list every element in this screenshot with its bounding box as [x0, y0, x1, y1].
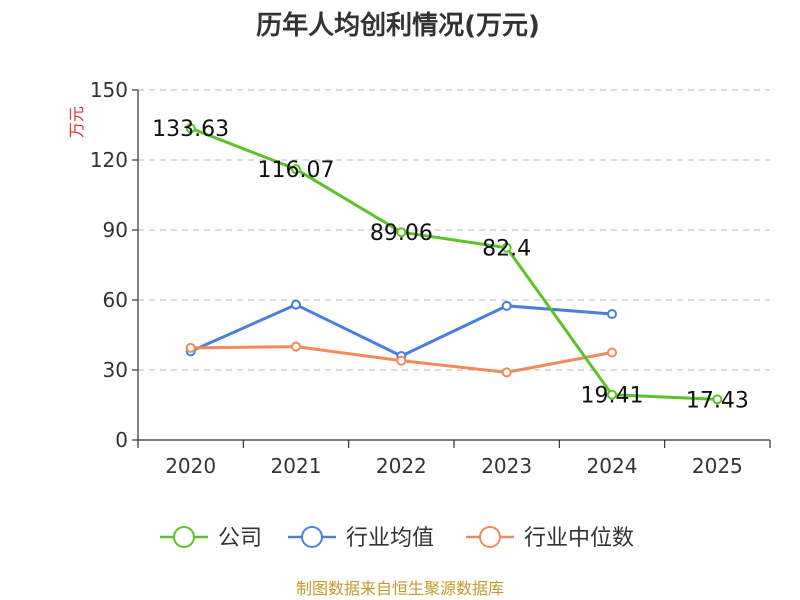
- data-label: 82.4: [482, 237, 531, 262]
- y-axis-label: 万元: [67, 106, 86, 138]
- data-point: [396, 355, 407, 366]
- x-tick-label: 2021: [271, 454, 322, 478]
- legend-label: 公司: [218, 526, 262, 551]
- data-point: [185, 123, 196, 134]
- series-layer: [185, 123, 723, 405]
- y-tick-label: 120: [90, 148, 128, 172]
- legend-label: 行业均值: [346, 526, 434, 551]
- legend-marker: [301, 526, 323, 548]
- y-tick-label: 150: [90, 78, 128, 102]
- y-tick-label: 0: [115, 428, 128, 452]
- series-line-0: [190, 126, 718, 401]
- x-tick-label: 2022: [376, 454, 427, 478]
- legend-marker: [173, 526, 195, 548]
- y-tick-label: 90: [103, 218, 128, 242]
- data-point: [291, 341, 301, 352]
- legend-marker: [479, 526, 501, 548]
- data-point: [396, 227, 407, 238]
- data-point: [607, 309, 617, 319]
- data-point: [607, 347, 617, 358]
- x-tick-label: 2023: [481, 454, 532, 478]
- chart-title: 历年人均创利情况(万元): [256, 10, 540, 41]
- data-point: [291, 299, 301, 310]
- axes: 0 30 60 90 120 150 2020 2021 2022 2023 2024 2025: [90, 78, 771, 478]
- data-point: [607, 389, 617, 400]
- data-label: 17.43: [686, 388, 749, 413]
- data-point: [185, 342, 196, 353]
- data-point: [501, 300, 512, 311]
- data-label: 19.41: [581, 384, 644, 409]
- x-tick-label: 2024: [587, 454, 638, 478]
- data-point: [501, 367, 512, 378]
- data-point: [501, 242, 512, 253]
- data-label: 116.07: [258, 158, 335, 183]
- source-note: 制图数据来自恒生聚源数据库: [296, 579, 504, 598]
- x-tick-label: 2020: [165, 454, 216, 478]
- x-tick-label: 2025: [692, 454, 743, 478]
- y-tick-label: 30: [103, 358, 128, 382]
- data-label: 89.06: [370, 221, 433, 246]
- legend: 公司 行业均值 行业中位数: [160, 526, 634, 551]
- grid: [138, 89, 770, 371]
- y-tick-label: 60: [103, 288, 128, 312]
- data-point: [712, 394, 723, 405]
- data-label: 133.63: [152, 117, 229, 142]
- legend-label: 行业中位数: [524, 526, 634, 551]
- data-point: [291, 164, 301, 175]
- labels-layer: 133.63 116.07 89.06 82.4 19.41 17.43: [152, 117, 749, 413]
